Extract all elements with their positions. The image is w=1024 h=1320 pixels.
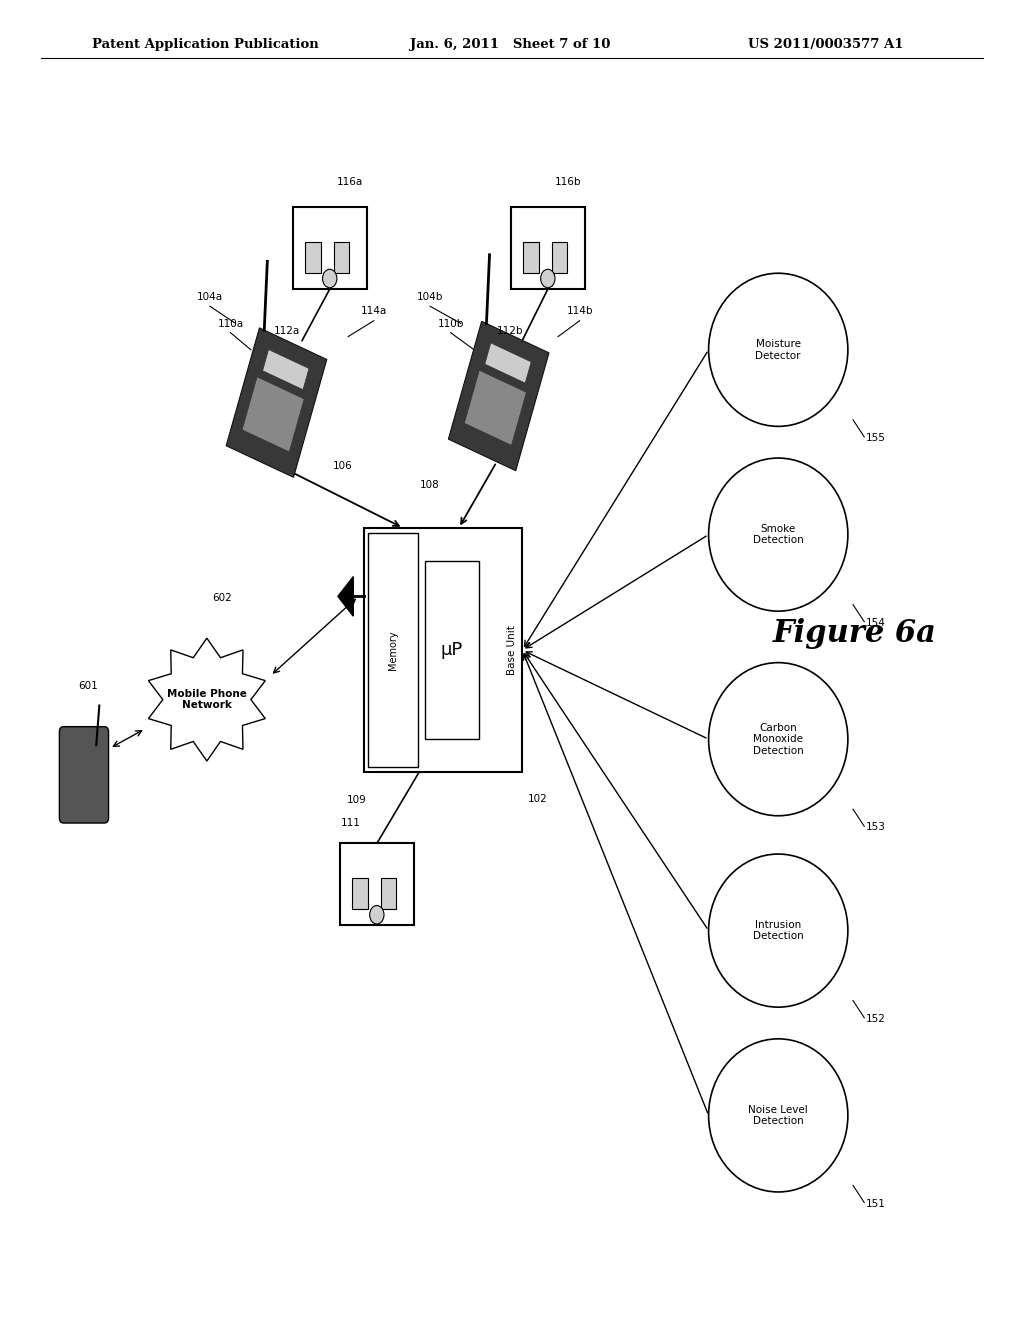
FancyBboxPatch shape: [59, 726, 109, 824]
Text: Jan. 6, 2011   Sheet 7 of 10: Jan. 6, 2011 Sheet 7 of 10: [410, 38, 610, 51]
Text: 108: 108: [420, 480, 440, 491]
FancyBboxPatch shape: [511, 207, 585, 289]
Circle shape: [370, 906, 384, 924]
Polygon shape: [464, 370, 526, 445]
FancyBboxPatch shape: [305, 242, 321, 273]
Text: US 2011/0003577 A1: US 2011/0003577 A1: [748, 38, 903, 51]
Text: 114a: 114a: [360, 306, 387, 317]
Ellipse shape: [709, 273, 848, 426]
Text: 116a: 116a: [337, 177, 364, 187]
Text: 110b: 110b: [437, 319, 464, 330]
Polygon shape: [449, 321, 549, 471]
Text: 112a: 112a: [273, 326, 300, 337]
Text: 112b: 112b: [497, 326, 523, 337]
Text: 114b: 114b: [566, 306, 593, 317]
Text: 109: 109: [346, 795, 367, 805]
Text: Noise Level
Detection: Noise Level Detection: [749, 1105, 808, 1126]
Polygon shape: [148, 638, 265, 762]
FancyBboxPatch shape: [352, 878, 368, 909]
FancyBboxPatch shape: [334, 242, 349, 273]
FancyBboxPatch shape: [368, 533, 419, 767]
Text: 102: 102: [527, 793, 547, 804]
Ellipse shape: [709, 854, 848, 1007]
Text: 155: 155: [866, 433, 886, 444]
Polygon shape: [338, 577, 353, 616]
FancyBboxPatch shape: [364, 528, 522, 772]
Text: 104a: 104a: [197, 292, 223, 302]
Polygon shape: [226, 327, 327, 478]
Text: Memory: Memory: [388, 630, 398, 671]
FancyBboxPatch shape: [552, 242, 567, 273]
Text: 110a: 110a: [217, 319, 244, 330]
FancyBboxPatch shape: [293, 207, 367, 289]
Circle shape: [323, 269, 337, 288]
Polygon shape: [242, 376, 304, 451]
FancyBboxPatch shape: [425, 561, 478, 739]
Text: 602: 602: [212, 593, 231, 603]
Text: Smoke
Detection: Smoke Detection: [753, 524, 804, 545]
Text: Base Unit: Base Unit: [507, 626, 517, 675]
Text: Carbon
Monoxide
Detection: Carbon Monoxide Detection: [753, 722, 804, 756]
Text: 151: 151: [866, 1199, 886, 1209]
Text: Moisture
Detector: Moisture Detector: [756, 339, 801, 360]
Text: 116b: 116b: [555, 177, 582, 187]
Text: 153: 153: [866, 822, 886, 833]
Text: 154: 154: [866, 618, 886, 628]
FancyBboxPatch shape: [340, 843, 414, 925]
Text: Figure 6a: Figure 6a: [773, 618, 937, 649]
FancyBboxPatch shape: [381, 878, 396, 909]
Ellipse shape: [709, 458, 848, 611]
Circle shape: [541, 269, 555, 288]
Ellipse shape: [709, 663, 848, 816]
Text: Mobile Phone
Network: Mobile Phone Network: [167, 689, 247, 710]
Polygon shape: [484, 343, 531, 383]
Text: 111: 111: [341, 818, 361, 829]
Text: 104b: 104b: [417, 292, 443, 302]
Text: Intrusion
Detection: Intrusion Detection: [753, 920, 804, 941]
Text: 106: 106: [333, 461, 353, 471]
Text: μP: μP: [440, 642, 463, 659]
Ellipse shape: [709, 1039, 848, 1192]
FancyBboxPatch shape: [523, 242, 539, 273]
Polygon shape: [262, 350, 309, 389]
Text: 601: 601: [78, 681, 97, 692]
Text: 152: 152: [866, 1014, 886, 1024]
Text: Patent Application Publication: Patent Application Publication: [92, 38, 318, 51]
